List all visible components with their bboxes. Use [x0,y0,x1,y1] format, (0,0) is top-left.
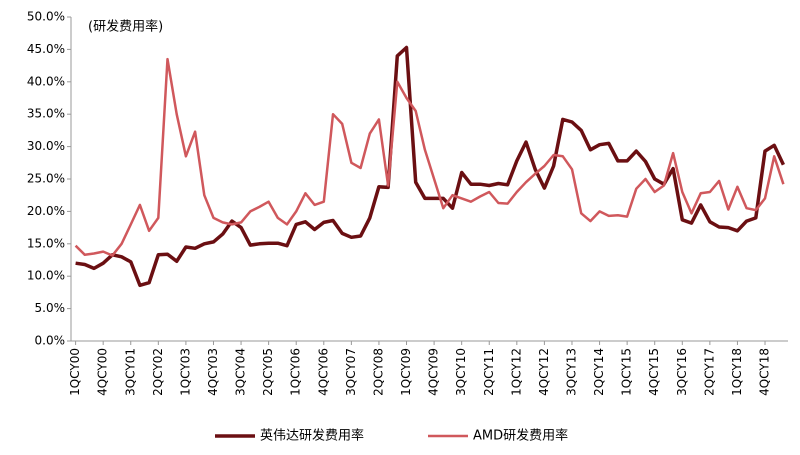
y-tick-label: 0.0% [35,334,66,348]
x-tick-label: 4QCY00 [96,348,110,396]
legend-label: 英伟达研发费用率 [260,428,364,444]
x-tick-label: 4QCY18 [758,348,772,396]
x-tick-label: 1QCY18 [730,348,744,396]
x-tick-label: 2QCY11 [482,348,496,396]
y-tick-label: 10.0% [27,269,65,283]
x-tick-label: 1QCY06 [289,348,303,396]
legend-label: AMD研发费用率 [473,428,568,444]
x-tick-label: 1QCY12 [509,348,523,396]
x-tick-label: 1QCY15 [620,348,634,396]
x-tick-label: 3QCY10 [454,348,468,396]
y-tick-label: 20.0% [27,204,65,218]
x-tick-label: 2QCY02 [151,348,165,396]
x-tick-label: 1QCY00 [68,348,82,396]
line-series [74,57,785,257]
x-tick-label: 1QCY09 [399,348,413,396]
y-tick-label: 35.0% [27,107,65,121]
y-tick-label: 25.0% [27,172,65,186]
x-tick-label: 4QCY12 [537,348,551,396]
y-tick-label: 45.0% [27,42,65,56]
y-tick-label: 40.0% [27,74,65,88]
y-tick-label: 30.0% [27,139,65,153]
x-tick-label: 3QCY16 [675,348,689,396]
x-tick-label: 2QCY08 [371,348,385,396]
x-tick-label: 3QCY01 [123,348,137,396]
x-tick-label: 3QCY13 [564,348,578,396]
y-tick-label: 5.0% [35,301,66,315]
y-tick-label: 50.0% [27,10,65,24]
x-tick-label: 3QCY07 [344,348,358,396]
x-tick-label: 1QCY03 [178,348,192,396]
x-tick-label: 2QCY05 [261,348,275,396]
x-tick-label: 4QCY06 [316,348,330,396]
annotation: (研发费用率) [88,19,163,35]
y-tick-label: 15.0% [27,236,65,250]
x-tick-label: 4QCY03 [206,348,220,396]
x-tick-label: 2QCY17 [702,348,716,396]
x-tick-label: 4QCY09 [427,348,441,396]
x-tick-label: 3QCY04 [234,348,248,396]
x-tick-label: 2QCY14 [592,348,606,396]
x-tick-label: 4QCY15 [647,348,661,396]
